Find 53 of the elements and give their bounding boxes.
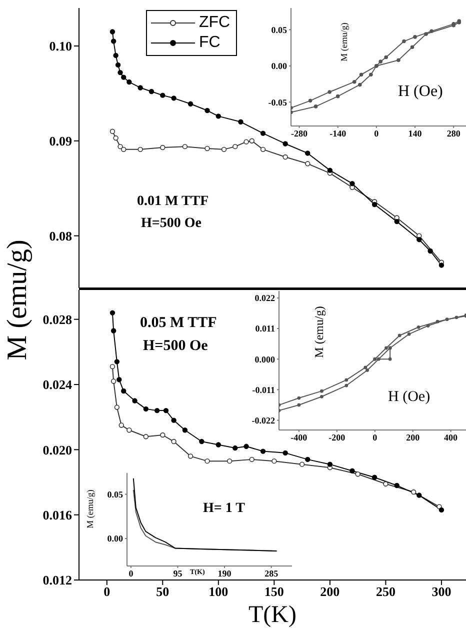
legend-label: FC xyxy=(199,34,220,52)
annotation: 0.01 M TTF xyxy=(137,194,209,209)
x-axis-title: H (Oe) xyxy=(398,83,443,100)
x-axis-title: H (Oe) xyxy=(388,389,430,405)
x-tick-label: 300 xyxy=(432,584,452,600)
x-axis-title: T(K) xyxy=(248,602,296,628)
y-tick-label: 0.028 xyxy=(42,312,72,327)
x-tick-label: 0 xyxy=(128,568,134,578)
y-axis-title: M (emu/g) xyxy=(2,238,33,362)
x-tick-label: 200 xyxy=(406,432,420,442)
y-tick-label: 0.05 xyxy=(107,489,124,500)
y-tick-label: 0.05 xyxy=(271,24,288,35)
legend-label: ZFC xyxy=(199,14,230,32)
x-tick-label: 140 xyxy=(408,128,422,138)
y-tick-label: 0.08 xyxy=(49,228,72,244)
x-tick-label: 250 xyxy=(376,584,396,600)
y-tick-label: 0.000 xyxy=(254,354,276,364)
y-tick-label: -0.011 xyxy=(252,384,276,395)
x-tick-label: 150 xyxy=(264,584,284,600)
x-tick-label: 0 xyxy=(374,128,380,138)
x-tick-label: 285 xyxy=(264,568,279,578)
y-tick-label: 0.016 xyxy=(42,507,72,522)
x-tick-label: 50 xyxy=(156,584,170,600)
y-tick-label: 0.024 xyxy=(42,377,72,392)
y-axis-title: M (emu/g) xyxy=(85,488,95,530)
y-tick-label: 0.10 xyxy=(49,38,72,54)
x-tick-label: -280 xyxy=(291,128,308,138)
x-tick-label: 280 xyxy=(446,128,461,138)
annotation: H= 1 T xyxy=(203,501,245,516)
x-tick-label: 400 xyxy=(444,432,458,442)
x-tick-label: 200 xyxy=(320,584,340,600)
y-tick-label: 0.022 xyxy=(254,293,276,304)
x-tick-label: 0 xyxy=(372,432,378,442)
x-tick-label: 0 xyxy=(104,584,110,600)
y-tick-label: 0.011 xyxy=(255,324,276,334)
y-tick-label: 0.020 xyxy=(42,442,72,458)
y-axis-title: M (emu/g) xyxy=(312,305,326,360)
y-tick-label: -0.022 xyxy=(252,415,276,426)
y-axis-title: M (emu/g) xyxy=(339,22,349,64)
annotation: 0.05 M TTF xyxy=(140,315,217,331)
y-tick-label: 0.012 xyxy=(42,572,72,588)
annotation: H=500 Oe xyxy=(141,216,202,231)
y-tick-label: 0.09 xyxy=(49,133,72,148)
y-tick-label: 0.00 xyxy=(271,61,288,72)
y-tick-label: -0.05 xyxy=(268,97,288,108)
x-tick-label: 190 xyxy=(218,568,232,578)
x-tick-label: 100 xyxy=(208,584,228,600)
x-tick-label: -200 xyxy=(328,432,346,442)
x-tick-label: 95 xyxy=(173,568,183,578)
y-tick-label: 0.00 xyxy=(107,534,124,544)
x-tick-label: -400 xyxy=(290,432,308,442)
annotation: H=500 Oe xyxy=(143,338,208,354)
x-tick-label: -140 xyxy=(330,128,347,138)
